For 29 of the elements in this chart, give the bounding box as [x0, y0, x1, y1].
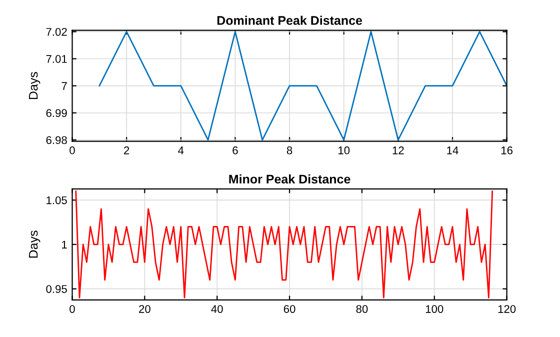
- x-tick-label: 100: [426, 305, 444, 313]
- x-tick-label: 60: [284, 305, 296, 313]
- y-axis-title: Days: [29, 230, 40, 258]
- x-tick-label: 20: [139, 305, 150, 313]
- y-tick-label: 7.02: [46, 28, 67, 36]
- x-tick-label: 14: [447, 146, 458, 154]
- x-tick-label: 0: [70, 146, 75, 154]
- y-tick-label: 6.98: [46, 136, 67, 144]
- chart-title: Dominant Peak Distance: [217, 16, 362, 25]
- y-tick-label: 6.99: [46, 109, 67, 117]
- x-tick-label: 40: [211, 305, 223, 313]
- y-tick-label: 0.95: [46, 285, 67, 293]
- x-tick-label: 16: [501, 146, 512, 154]
- x-tick-label: 10: [338, 146, 350, 154]
- line-series: [75, 190, 494, 298]
- chart-title: Minor Peak Distance: [229, 174, 350, 184]
- x-tick-label: 6: [232, 146, 238, 154]
- x-tick-label: 12: [392, 146, 404, 154]
- x-tick-label: 120: [498, 305, 516, 313]
- x-tick-label: 8: [286, 146, 292, 154]
- y-tick-label: 1: [62, 240, 67, 248]
- x-tick-label: 0: [70, 305, 75, 313]
- y-tick-label: 7.01: [46, 55, 67, 63]
- x-tick-label: 80: [356, 305, 368, 313]
- y-tick-label: 1.05: [46, 196, 67, 204]
- x-tick-label: 2: [124, 146, 130, 154]
- x-tick-label: 4: [178, 146, 184, 154]
- y-tick-label: 7: [62, 82, 67, 90]
- y-axis-title: Days: [29, 72, 40, 100]
